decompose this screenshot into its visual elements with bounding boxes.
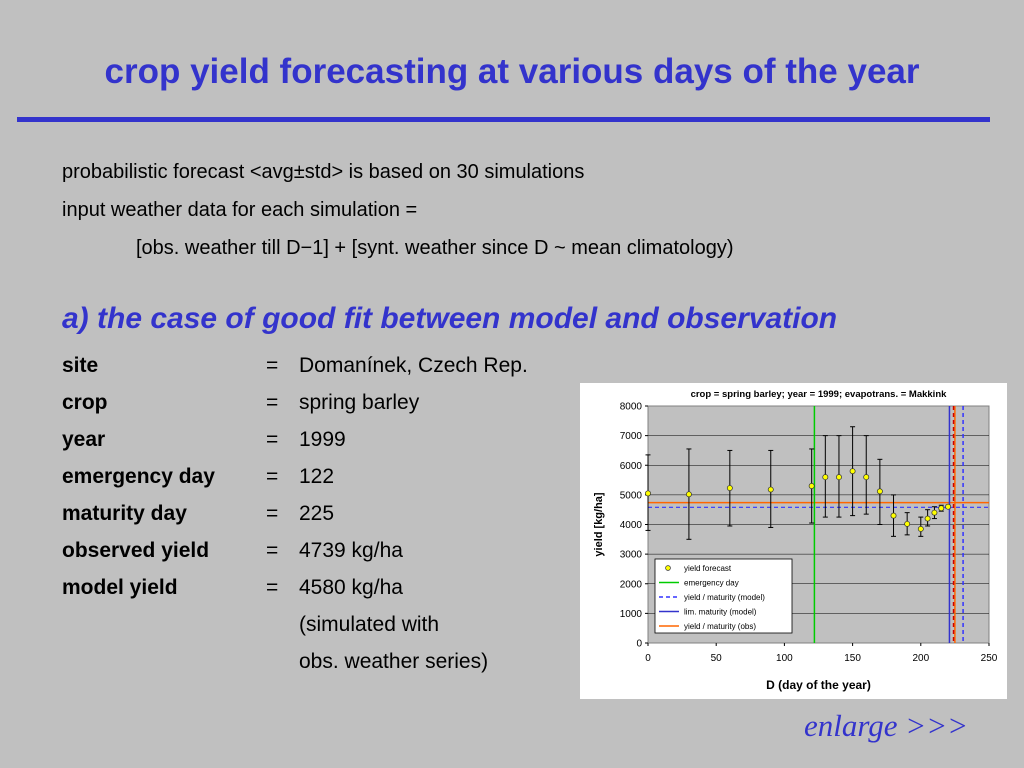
param-label: model yield [62,576,178,599]
forecast-point [726,485,733,492]
x-tick-label: 200 [912,653,929,664]
param-value: spring barley [299,391,420,414]
chart-svg: crop = spring barley; year = 1999; evapo… [593,389,998,692]
yield-forecast-chart: crop = spring barley; year = 1999; evapo… [580,383,1007,699]
param-value: 1999 [299,428,346,451]
legend-label: yield / maturity (model) [684,593,765,602]
forecast-point [876,488,883,495]
enlarge-link[interactable]: enlarge >>> [804,708,969,743]
forecast-point [904,520,911,527]
x-tick-label: 50 [711,653,723,664]
param-value: 4739 kg/ha [299,539,403,562]
intro-line-2: input weather data for each simulation = [62,199,418,221]
intro-text: probabilistic forecast <avg±std> is base… [62,153,734,267]
x-axis-label: D (day of the year) [766,678,871,692]
param-value: 122 [299,465,335,488]
param-label: observed yield [62,539,210,562]
y-tick-label: 8000 [620,402,643,413]
forecast-point [890,512,897,519]
param-value: 4580 kg/ha [299,576,403,599]
intro-line-1: probabilistic forecast <avg±std> is base… [62,161,585,183]
y-tick-label: 7000 [620,431,643,442]
param-note: obs. weather series) [299,650,489,673]
param-label: year [62,428,106,451]
forecast-point [822,474,829,481]
param-value: 225 [299,502,335,525]
forecast-point [808,483,815,489]
param-value: Domanínek, Czech Rep. [299,354,528,377]
legend-label: emergency day [684,579,739,588]
y-tick-label: 5000 [620,490,643,501]
intro-line-3: [obs. weather till D−1] + [synt. weather… [136,237,734,259]
param-equals: = [266,354,279,377]
forecast-point [767,486,774,493]
param-equals: = [266,465,279,488]
case-subtitle: a) the case of good fit between model an… [62,302,838,335]
legend-box [654,558,793,634]
y-tick-label: 3000 [620,550,643,561]
param-label: crop [62,391,108,414]
param-equals: = [266,428,279,451]
y-tick-label: 2000 [620,579,643,590]
x-tick-label: 0 [645,653,651,664]
x-tick-label: 150 [844,653,861,664]
param-equals: = [266,391,279,414]
forecast-point [931,509,938,516]
legend-label: yield / maturity (obs) [684,622,756,631]
chart-title: crop = spring barley; year = 1999; evapo… [691,389,948,400]
x-tick-label: 100 [776,653,793,664]
forecast-point [849,468,856,475]
y-tick-label: 0 [636,639,642,650]
title-underline [17,117,990,122]
y-tick-label: 6000 [620,461,643,472]
forecast-point [685,491,692,498]
y-tick-label: 1000 [620,609,643,620]
slide-title: crop yield forecasting at various days o… [104,52,920,91]
legend-label: lim. maturity (model) [684,608,757,617]
x-tick-label: 250 [981,653,998,664]
forecast-point [836,474,842,481]
legend-marker [665,565,671,571]
forecast-point [645,490,651,497]
forecast-point [945,503,952,510]
forecast-point [863,474,870,481]
param-note: (simulated with [299,613,440,636]
param-label: site [62,354,99,377]
param-equals: = [266,502,279,525]
forecast-point [917,525,924,532]
forecast-point [924,515,931,522]
param-label: maturity day [62,502,187,525]
param-label: emergency day [62,465,215,488]
param-equals: = [266,539,279,562]
y-tick-label: 4000 [620,520,643,531]
param-equals: = [266,576,279,599]
forecast-point [938,505,945,512]
y-axis-label: yield [kg/ha] [593,492,605,557]
legend-label: yield forecast [684,564,732,573]
